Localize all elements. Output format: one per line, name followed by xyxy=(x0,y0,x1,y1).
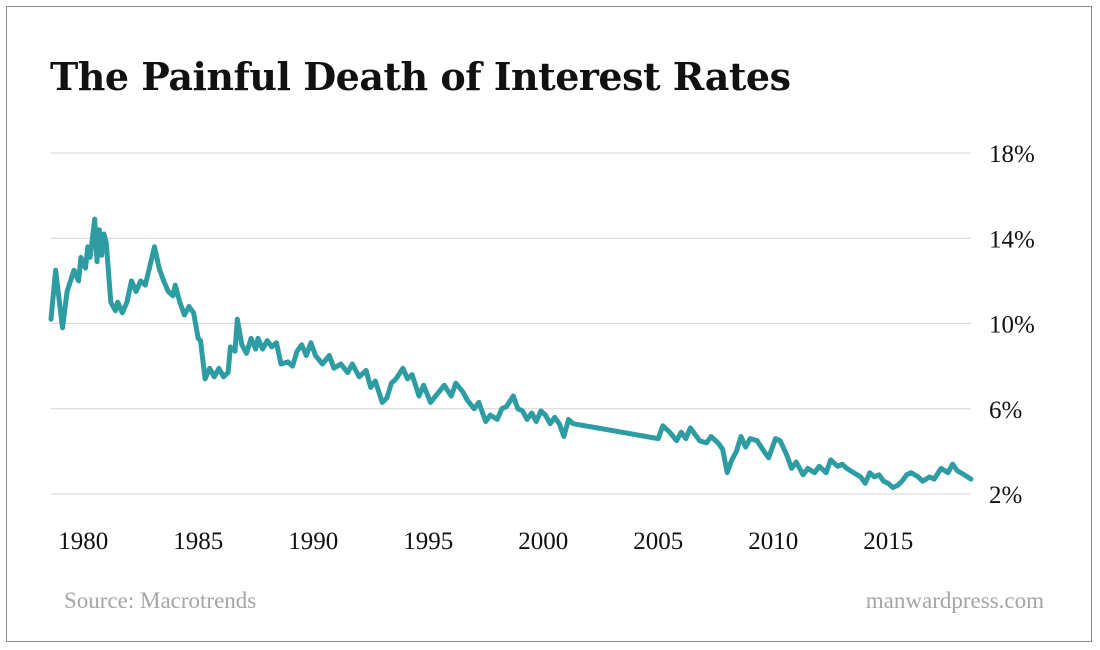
x-tick-label: 2010 xyxy=(748,528,798,555)
series-line xyxy=(48,216,974,491)
x-tick-label: 1995 xyxy=(403,528,453,555)
x-tick-label: 1980 xyxy=(58,528,108,555)
data-series xyxy=(48,216,974,491)
publisher-credit: manwardpress.com xyxy=(865,588,1044,613)
y-tick-label: 18% xyxy=(989,141,1035,168)
chart-title: The Painful Death of Interest Rates xyxy=(50,54,791,99)
x-axis-tick-labels: 1980 1985 1990 1995 2000 2005 2010 2015 xyxy=(58,528,913,555)
x-tick-label: 1990 xyxy=(288,528,338,555)
x-tick-label: 2000 xyxy=(518,528,568,555)
y-tick-label: 10% xyxy=(989,312,1035,339)
x-tick-label: 1985 xyxy=(173,528,223,555)
y-tick-label: 14% xyxy=(989,226,1035,253)
y-tick-label: 2% xyxy=(989,482,1022,509)
x-tick-label: 2005 xyxy=(633,528,683,555)
gridlines xyxy=(51,152,971,495)
source-note: Source: Macrotrends xyxy=(64,588,257,613)
y-axis-tick-labels: 2% 6% 10% 14% 18% xyxy=(989,141,1035,509)
x-tick-label: 2015 xyxy=(863,528,913,555)
y-tick-label: 6% xyxy=(989,397,1022,424)
